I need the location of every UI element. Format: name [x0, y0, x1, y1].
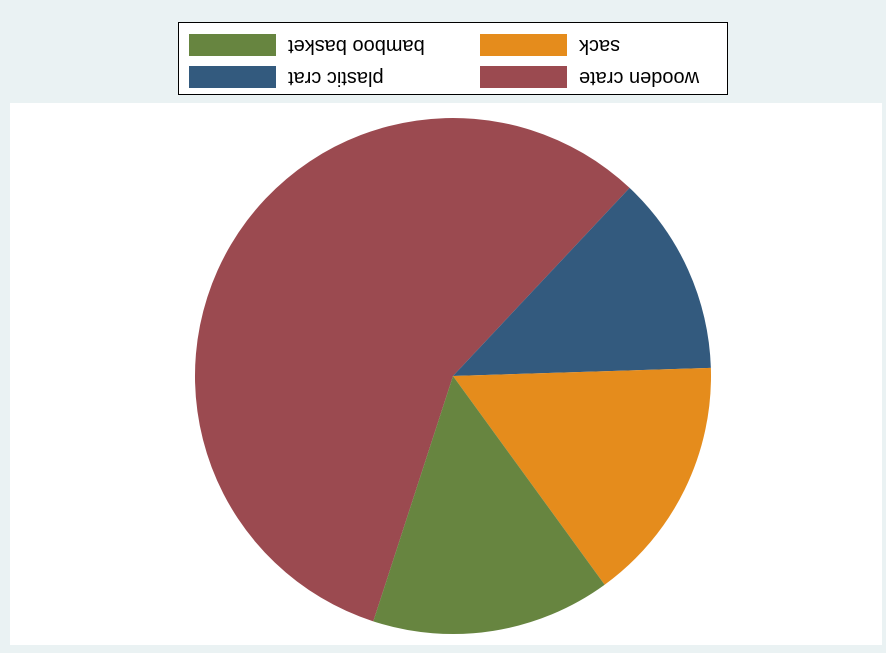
legend-item-wooden-crate: wooden crate — [480, 65, 699, 89]
legend-swatch-wooden-crate — [480, 66, 567, 88]
legend-swatch-sack — [480, 34, 567, 56]
legend-swatch-bamboo-basket — [189, 34, 276, 56]
legend-swatch-plastic-crat — [189, 66, 276, 88]
pie-slice-plastic-crat — [453, 187, 711, 376]
pie-slice-sack — [453, 367, 711, 585]
legend-item-bamboo-basket: bamboo basket — [189, 33, 425, 57]
legend: bamboo basket sack plastic crat wooden c… — [178, 22, 728, 95]
legend-item-plastic-crat: plastic crat — [189, 65, 384, 89]
legend-item-sack: sack — [480, 33, 620, 57]
pie-slice-wooden-crate — [194, 117, 630, 622]
pie-slice-bamboo-basket — [373, 376, 605, 635]
